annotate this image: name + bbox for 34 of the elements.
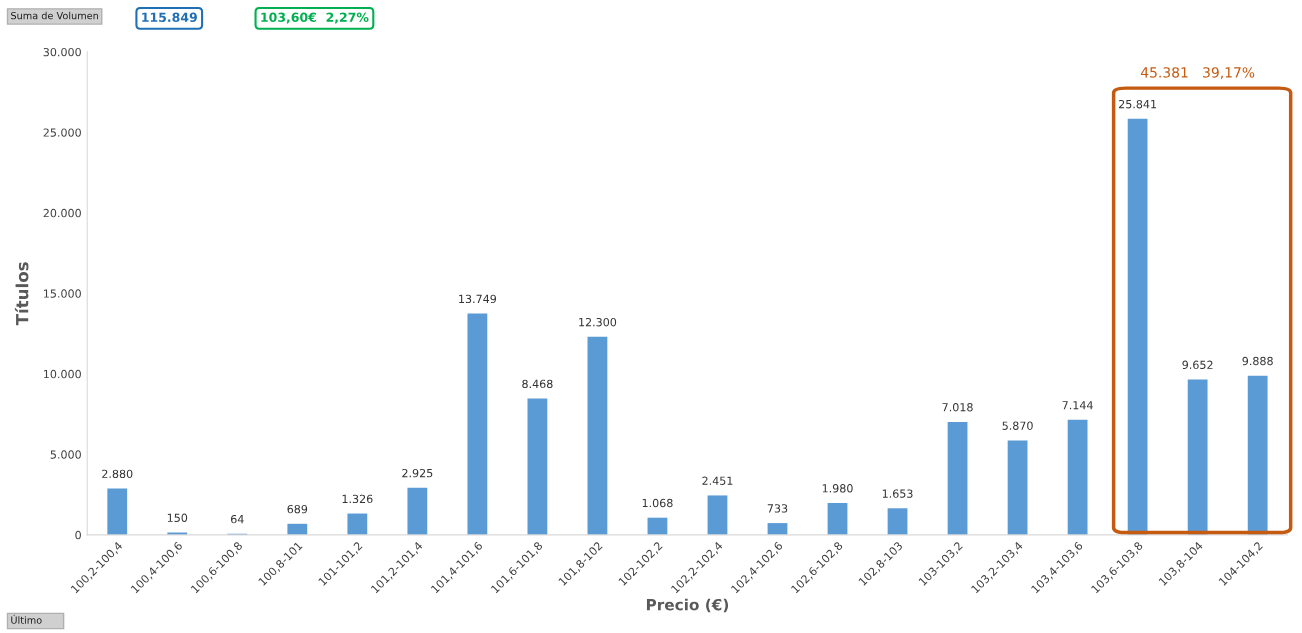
data-label: 1.326 — [342, 494, 373, 504]
y-tick-label: 5.000 — [50, 450, 81, 459]
data-label: 64 — [231, 514, 244, 524]
data-label: 7.018 — [942, 403, 973, 412]
x-axis-title: Precio (€) — [646, 598, 729, 613]
text: 103,60€ 2,27% — [261, 12, 369, 24]
y-tick-label: 30.000 — [43, 47, 81, 57]
text: 45.381 39,17% — [1140, 67, 1255, 80]
text: Suma de Volumen — [11, 11, 99, 20]
y-tick-label: 0 — [75, 530, 81, 540]
data-label: 1.653 — [882, 489, 913, 498]
data-label: 689 — [287, 504, 308, 514]
data-label: 1.068 — [642, 498, 673, 508]
data-label: 12.300 — [579, 317, 617, 327]
data-label: 2.880 — [102, 469, 133, 479]
data-label: 25.841 — [1119, 99, 1157, 109]
text: 115.849 — [142, 12, 197, 22]
data-label: 5.870 — [1002, 421, 1033, 430]
data-label: 13.749 — [459, 294, 497, 304]
y-tick-label: 10.000 — [44, 369, 81, 379]
y-tick-label: 15.000 — [44, 289, 81, 298]
data-label: 9.888 — [1242, 356, 1273, 366]
y-axis-title: Títulos — [14, 262, 29, 326]
data-label: 2.925 — [402, 468, 433, 478]
data-label: 9.652 — [1182, 360, 1213, 370]
data-label: 733 — [767, 504, 788, 513]
y-tick-label: 20.000 — [43, 208, 81, 218]
data-label: 2.451 — [702, 476, 733, 485]
text: Último — [11, 614, 42, 624]
data-label: 150 — [167, 513, 188, 522]
data-label: 8.468 — [522, 379, 553, 389]
y-tick-label: 25.000 — [43, 128, 81, 137]
data-label: 7.144 — [1062, 401, 1093, 410]
data-label: 1.980 — [822, 484, 853, 493]
